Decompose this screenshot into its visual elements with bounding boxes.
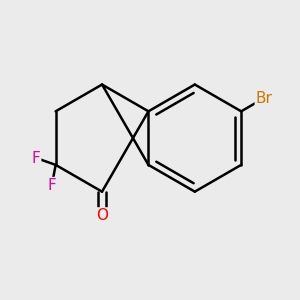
Text: O: O — [96, 208, 108, 223]
Text: F: F — [32, 151, 40, 166]
Text: Br: Br — [255, 91, 272, 106]
Text: F: F — [47, 178, 56, 193]
